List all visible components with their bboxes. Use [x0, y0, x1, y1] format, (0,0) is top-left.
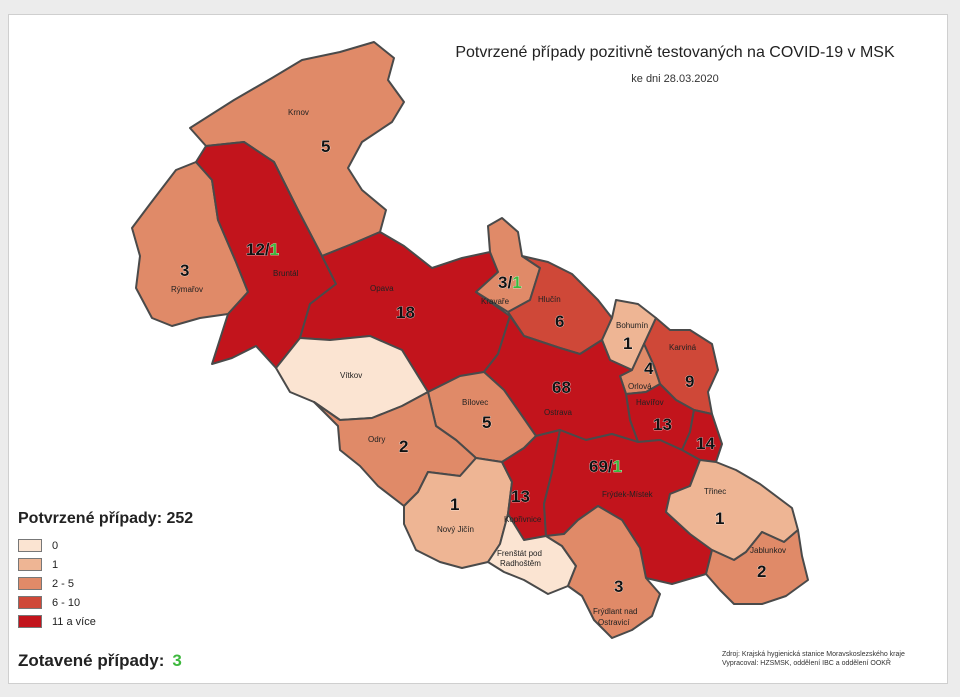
legend-label: 6 - 10	[52, 596, 81, 609]
legend-swatch	[18, 539, 42, 552]
name-bilovec: Bílovec	[462, 398, 488, 407]
legend-item-2-5: 2 - 5	[18, 574, 193, 593]
legend-item-1: 1	[18, 555, 193, 574]
count-jablunkov: 2	[757, 562, 766, 581]
legend-swatch	[18, 577, 42, 590]
legend-item-11-plus: 11 a více	[18, 612, 193, 631]
name-rymarov: Rýmařov	[171, 285, 203, 294]
legend-label: 2 - 5	[52, 577, 75, 590]
source-line-2: Vypracoval: HZSMSK, oddělení IBC a odděl…	[722, 660, 891, 667]
count-odry: 2	[399, 437, 408, 456]
district-frydlant	[545, 505, 661, 639]
count-bohumin: 1	[623, 334, 632, 353]
count-koprivnice: 13	[511, 487, 530, 506]
name-havirov: Havířov	[636, 398, 664, 407]
count-hlucin: 6	[555, 312, 564, 331]
count-cesky-tesin: 14	[696, 434, 715, 453]
name-trinec: Třinec	[704, 487, 726, 496]
district-jablunkov	[705, 529, 809, 605]
name-odry: Odry	[368, 435, 385, 444]
recovered-value: 3	[172, 651, 182, 670]
name-frydlant-line1: Frýdlant nad	[593, 607, 637, 616]
count-karvina: 9	[685, 372, 694, 391]
count-trinec: 1	[715, 509, 724, 528]
name-frydek-mistek: Frýdek-Místek	[602, 490, 654, 499]
map-date: ke dni 28.03.2020	[631, 73, 719, 85]
source-note: Zdroj: Krajská hygienická stanice Moravs…	[722, 650, 942, 668]
name-frydlant-line2: Ostravicí	[598, 618, 630, 627]
name-hlucin: Hlučín	[538, 295, 561, 304]
recovered-label: Zotavené případy:	[18, 651, 165, 670]
name-orlova: Orlová	[628, 382, 652, 391]
recovered-cases: Zotavené případy: 3	[18, 651, 182, 671]
name-frenstat: Frenštát pod Radhoštěm	[497, 549, 542, 568]
name-jablunkov: Jablunkov	[750, 546, 786, 555]
district-count-labels: 5 3 12/1 18 3/1 6 1 9 4 13 68 5 2 1 13 6…	[180, 137, 767, 597]
name-ostrava: Ostrava	[544, 408, 573, 417]
name-bruntal: Bruntál	[273, 269, 299, 278]
count-orlova: 4	[644, 359, 654, 378]
count-kravare: 3/1	[498, 273, 522, 292]
legend-swatch	[18, 596, 42, 609]
count-ostrava: 68	[552, 378, 571, 397]
legend-label: 11 a více	[52, 615, 96, 628]
map-title: Potvrzené případy pozitivně testovaných …	[455, 44, 895, 61]
legend: Potvrzené případy: 252 0 1 2 - 5 6 - 10 …	[18, 510, 193, 631]
legend-label: 0	[52, 539, 59, 552]
district-name-labels: Krnov Rýmařov Bruntál Opava Kravaře Hluč…	[171, 108, 786, 627]
name-frenstat-line1: Frenštát pod	[497, 549, 542, 558]
legend-swatch	[18, 558, 42, 571]
count-bilovec: 5	[482, 413, 491, 432]
name-vitkov: Vítkov	[340, 371, 362, 380]
name-novy-jicin: Nový Jičín	[437, 525, 474, 534]
count-frydek-mistek: 69/1	[589, 457, 622, 476]
name-krnov: Krnov	[288, 108, 309, 117]
count-novy-jicin: 1	[450, 495, 459, 514]
legend-label: 1	[52, 558, 59, 571]
name-bohumin: Bohumín	[616, 321, 648, 330]
count-krnov: 5	[321, 137, 330, 156]
source-line-1: Zdroj: Krajská hygienická stanice Moravs…	[722, 651, 905, 658]
legend-swatch	[18, 615, 42, 628]
legend-item-6-10: 6 - 10	[18, 593, 193, 612]
name-kravare: Kravaře	[481, 297, 510, 306]
count-frydlant: 3	[614, 577, 623, 596]
count-havirov: 13	[653, 415, 672, 434]
name-opava: Opava	[370, 284, 394, 293]
count-opava: 18	[396, 303, 415, 322]
name-frydlant: Frýdlant nad Ostravicí	[593, 607, 637, 627]
legend-title: Potvrzené případy: 252	[18, 510, 194, 527]
name-karvina: Karviná	[669, 343, 697, 352]
name-frenstat-line2: Radhoštěm	[500, 559, 541, 568]
count-rymarov: 3	[180, 261, 189, 280]
count-bruntal: 12/1	[246, 240, 279, 259]
name-koprivnice: Kopřivnice	[504, 515, 542, 524]
legend-item-0: 0	[18, 536, 193, 555]
